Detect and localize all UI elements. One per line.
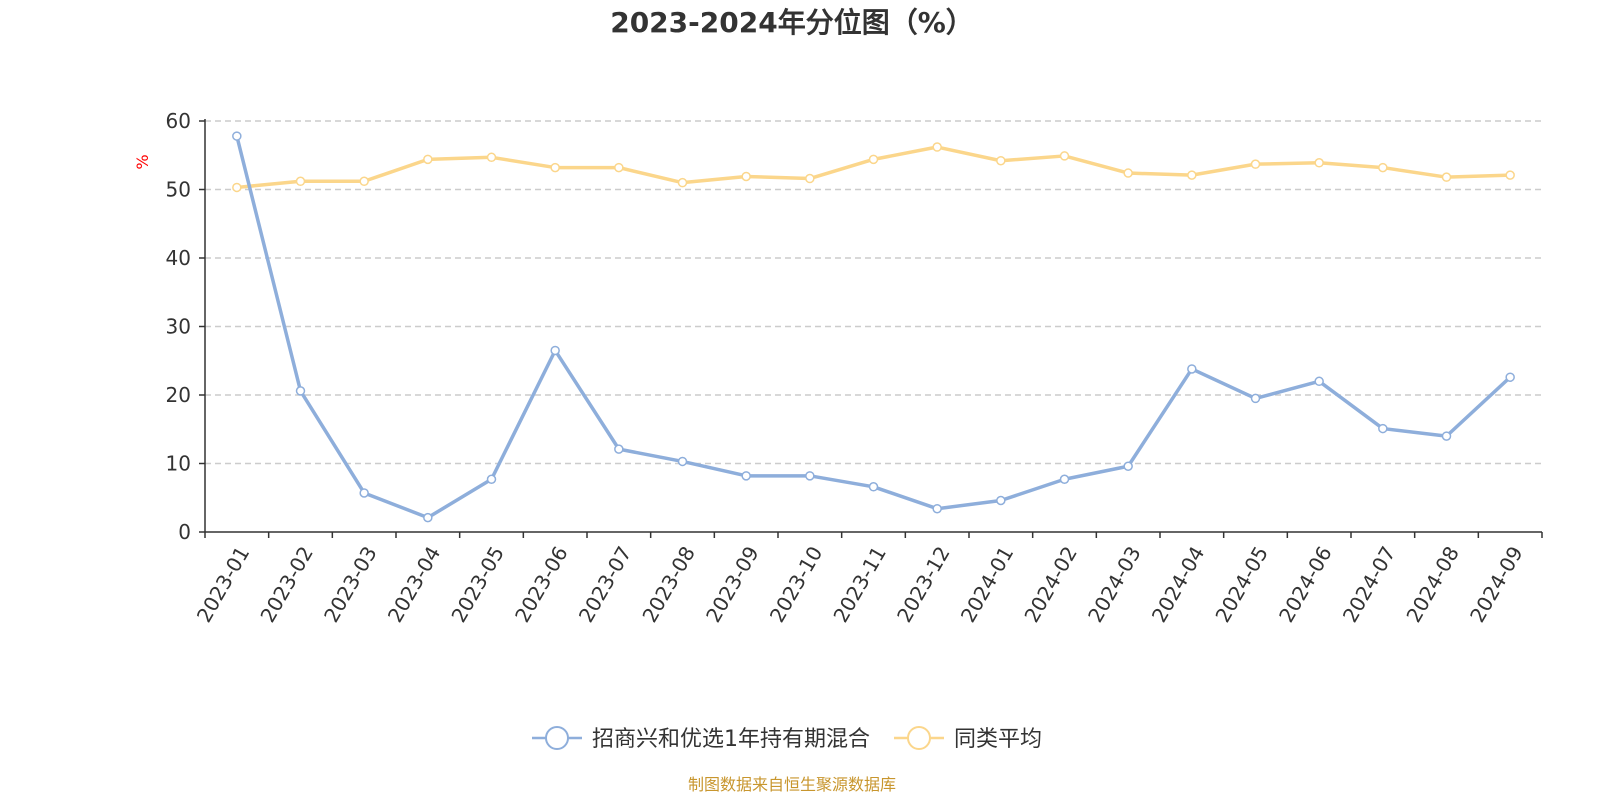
data-point bbox=[1441, 431, 1452, 441]
legend-label: 同类平均 bbox=[954, 727, 1042, 752]
data-point bbox=[1123, 168, 1133, 178]
x-tick-label: 2024-02 bbox=[1019, 542, 1082, 626]
x-tick-labels: 2023-01 2023-02 2023-03 2023-04 2023-05 2023-… bbox=[192, 542, 1528, 626]
data-point bbox=[423, 512, 433, 523]
data-point bbox=[486, 152, 497, 163]
data-point bbox=[232, 131, 242, 141]
axes bbox=[199, 119, 1543, 538]
data-point bbox=[614, 162, 624, 173]
data-point bbox=[1378, 162, 1388, 173]
x-tick-label: 2024-01 bbox=[956, 542, 1019, 626]
data-point bbox=[550, 345, 560, 356]
data-source-note: 制图数据来自恒生聚源数据库 bbox=[688, 775, 896, 794]
y-tick-label: 10 bbox=[166, 452, 191, 476]
x-tick-label: 2024-07 bbox=[1338, 542, 1401, 626]
data-point bbox=[1250, 159, 1261, 169]
grid-lines bbox=[205, 120, 1542, 465]
data-point bbox=[868, 154, 879, 165]
legend-marker bbox=[907, 726, 931, 750]
y-tick-label: 60 bbox=[166, 109, 191, 133]
x-tick-label: 2023-01 bbox=[192, 542, 255, 626]
y-tick-label: 0 bbox=[178, 520, 191, 544]
data-point bbox=[423, 154, 433, 165]
data-point bbox=[932, 142, 942, 152]
data-point bbox=[1250, 393, 1261, 404]
data-point bbox=[1059, 151, 1070, 161]
legend-label: 招商兴和优选1年持有期混合 bbox=[592, 727, 870, 752]
data-point bbox=[614, 444, 624, 454]
y-tick-label: 20 bbox=[166, 383, 191, 407]
legend-marker bbox=[545, 726, 569, 750]
x-tick-label: 2023-10 bbox=[765, 542, 828, 626]
data-point bbox=[232, 182, 242, 193]
x-tick-label: 2023-03 bbox=[319, 542, 382, 626]
x-tick-label: 2024-04 bbox=[1147, 542, 1210, 626]
x-tick-label: 2023-08 bbox=[637, 542, 700, 626]
y-axis-label: % bbox=[133, 154, 152, 169]
data-point bbox=[677, 177, 688, 188]
x-tick-label: 2024-08 bbox=[1401, 542, 1464, 626]
y-tick-labels: 0 10 20 30 40 50 60 bbox=[166, 109, 191, 544]
data-point bbox=[1378, 423, 1388, 434]
series-layer bbox=[232, 131, 1515, 523]
x-tick-label: 2023-02 bbox=[255, 542, 318, 626]
data-point bbox=[805, 173, 815, 184]
legend-item[interactable]: 招商兴和优选1年持有期混合 bbox=[532, 726, 870, 752]
y-tick-label: 40 bbox=[166, 246, 191, 270]
legend-item[interactable]: 同类平均 bbox=[894, 726, 1042, 752]
data-point bbox=[1505, 372, 1515, 382]
data-point bbox=[996, 495, 1006, 506]
data-point bbox=[996, 155, 1006, 166]
x-tick-label: 2023-12 bbox=[892, 542, 955, 626]
x-tick-label: 2023-06 bbox=[510, 542, 573, 626]
x-tick-label: 2024-03 bbox=[1083, 542, 1146, 626]
data-point bbox=[1314, 158, 1324, 168]
data-point bbox=[1314, 376, 1324, 387]
y-tick-label: 50 bbox=[166, 178, 191, 202]
data-point bbox=[1123, 461, 1133, 471]
data-point bbox=[1505, 170, 1515, 180]
data-point bbox=[741, 171, 751, 182]
x-tick-label: 2023-11 bbox=[828, 542, 891, 626]
x-tick-label: 2024-06 bbox=[1274, 542, 1337, 626]
data-point bbox=[1187, 364, 1197, 374]
data-point bbox=[359, 176, 369, 187]
x-tick-label: 2023-09 bbox=[701, 542, 764, 626]
data-point bbox=[1059, 474, 1070, 485]
data-point bbox=[359, 488, 369, 498]
x-tick-label: 2024-09 bbox=[1465, 542, 1528, 626]
x-tick-label: 2024-05 bbox=[1210, 542, 1273, 626]
data-point bbox=[932, 503, 942, 514]
data-point bbox=[295, 176, 306, 187]
data-point bbox=[295, 386, 306, 396]
data-point bbox=[868, 482, 879, 492]
data-point bbox=[805, 471, 815, 481]
x-tick-label: 2023-05 bbox=[446, 542, 509, 626]
x-tick-label: 2023-07 bbox=[574, 542, 637, 626]
legend[interactable]: 招商兴和优选1年持有期混合 同类平均 bbox=[532, 726, 1042, 752]
data-point bbox=[486, 474, 497, 485]
data-point bbox=[1187, 170, 1197, 180]
data-point bbox=[1441, 172, 1452, 182]
data-point bbox=[741, 471, 751, 481]
data-point bbox=[550, 162, 560, 173]
data-point bbox=[677, 456, 688, 467]
chart-title: 2023-2024年分位图（%） bbox=[610, 6, 974, 39]
x-tick-label: 2023-04 bbox=[383, 542, 446, 626]
y-tick-label: 30 bbox=[166, 315, 191, 339]
